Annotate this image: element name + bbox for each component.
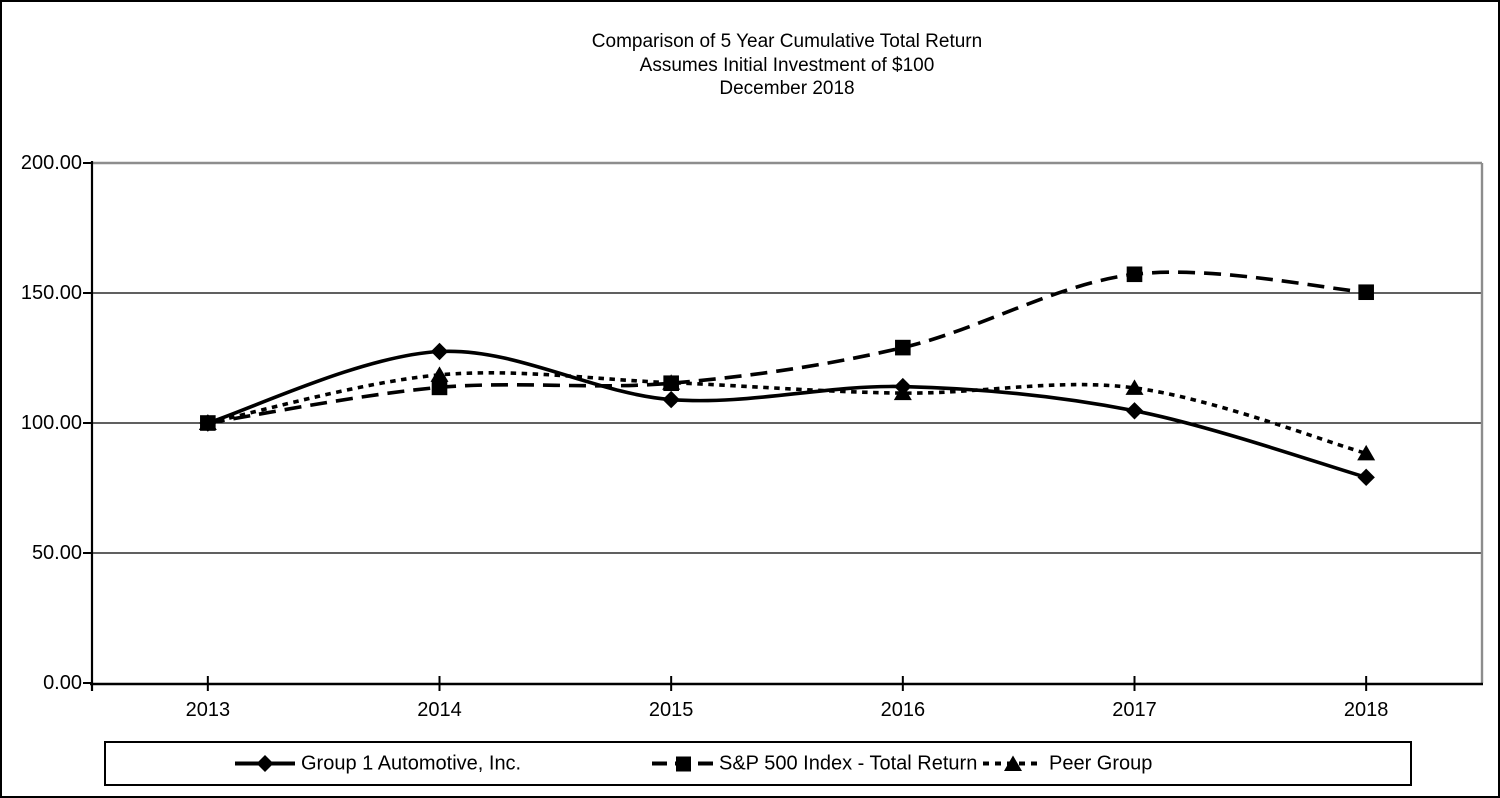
chart-title-line3: December 2018 [719, 78, 855, 99]
series-line-diamond [207, 349, 1367, 480]
marker-diamond [662, 390, 680, 409]
legend-label-group1: Group 1 Automotive, Inc. [301, 752, 522, 774]
y-tick-label: 0.00 [43, 672, 82, 694]
y-tick-label: 200.00 [20, 152, 82, 174]
marker-square [1358, 284, 1374, 301]
legend-solid-diamond-icon [235, 755, 295, 772]
y-tick-label: 150.00 [20, 282, 82, 304]
marker-square [1126, 266, 1143, 283]
chart-title-line2: Assumes Initial Investment of $100 [639, 54, 935, 76]
y-tick-label: 50.00 [31, 542, 82, 564]
marker-diamond [430, 342, 449, 361]
marker-square [895, 339, 911, 356]
marker-triangle [1357, 444, 1376, 461]
x-tick-label: 2018 [1343, 699, 1389, 721]
chart-title: Comparison of 5 Year Cumulative Total Re… [37, 30, 1498, 101]
x-tick-label: 2013 [185, 699, 231, 721]
legend-label-sp500: S&P 500 Index - Total Return [719, 752, 978, 774]
marker-diamond [1357, 468, 1375, 487]
x-tick-label: 2015 [648, 699, 694, 721]
marker-square [431, 379, 448, 396]
series-line-triangle [207, 371, 1367, 456]
series-line-square [207, 270, 1367, 425]
marker-triangle [198, 414, 217, 430]
legend-entry-sp500: S&P 500 Index - Total Return [652, 752, 977, 775]
marker-triangle [662, 374, 681, 390]
marker-triangle [430, 366, 449, 382]
x-tick-label: 2014 [417, 699, 462, 721]
marker-diamond [1125, 402, 1144, 420]
marker-triangle [1125, 379, 1144, 395]
legend-label-peer: Peer Group [1049, 752, 1153, 774]
legend-entry-peer: Peer Group [982, 752, 1152, 775]
x-tick-label: 2016 [880, 699, 926, 721]
marker-triangle [893, 384, 912, 401]
chart-title-line1: Comparison of 5 Year Cumulative Total Re… [591, 31, 983, 52]
legend-entry-group1: Group 1 Automotive, Inc. [234, 752, 521, 775]
legend-dash-square-icon [652, 756, 714, 772]
y-tick-label: 100.00 [20, 412, 82, 434]
legend: Group 1 Automotive, Inc. S&P 500 Index -… [104, 741, 1412, 786]
legend-dot-triangle-icon [983, 755, 1043, 771]
x-tick-label: 2017 [1112, 699, 1157, 721]
